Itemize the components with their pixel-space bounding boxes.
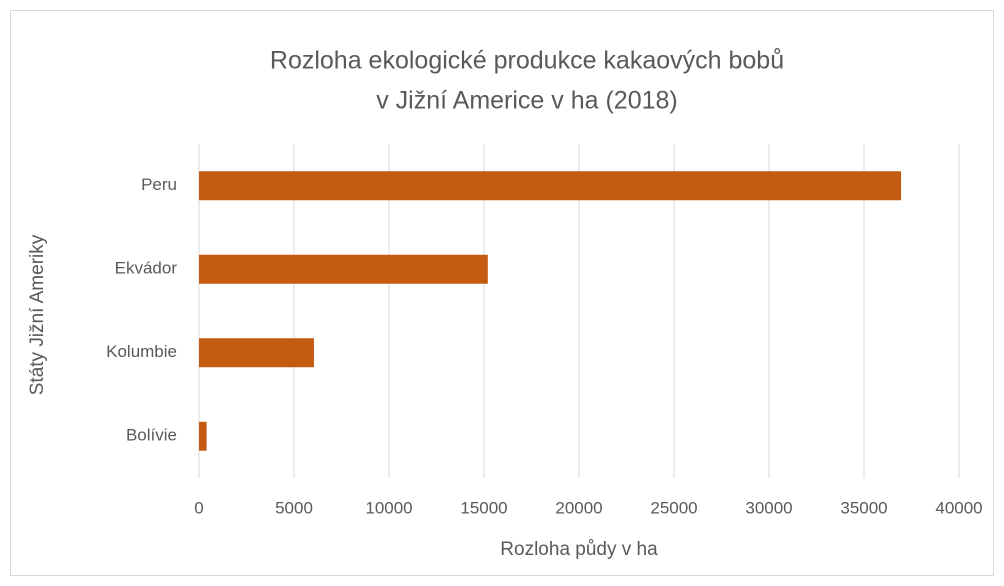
y-tick-label: Kolumbie [106,342,177,361]
x-tick-label: 35000 [840,498,887,517]
x-tick-label: 5000 [275,498,313,517]
y-tick-label: Ekvádor [115,259,178,278]
y-tick-label: Bolívie [126,426,177,445]
x-tick-label: 20000 [555,498,602,517]
x-tick-label: 25000 [650,498,697,517]
y-tick-label: Peru [141,175,177,194]
x-tick-label: 15000 [460,498,507,517]
bar [199,254,488,284]
bar [199,421,207,451]
x-tick-label: 0 [194,498,203,517]
y-axis-title: Státy Jižní Ameriky [27,234,48,395]
bar [199,171,902,201]
bar [199,338,314,368]
x-tick-label: 30000 [745,498,792,517]
x-tick-label: 10000 [365,498,412,517]
x-tick-label: 40000 [935,498,982,517]
chart-title: v Jižní Americe v ha (2018) [376,87,678,115]
chart-title: Rozloha ekologické produkce kakaových bo… [270,47,784,75]
x-axis-title: Rozloha půdy v ha [500,539,658,560]
chart-border [10,10,994,576]
